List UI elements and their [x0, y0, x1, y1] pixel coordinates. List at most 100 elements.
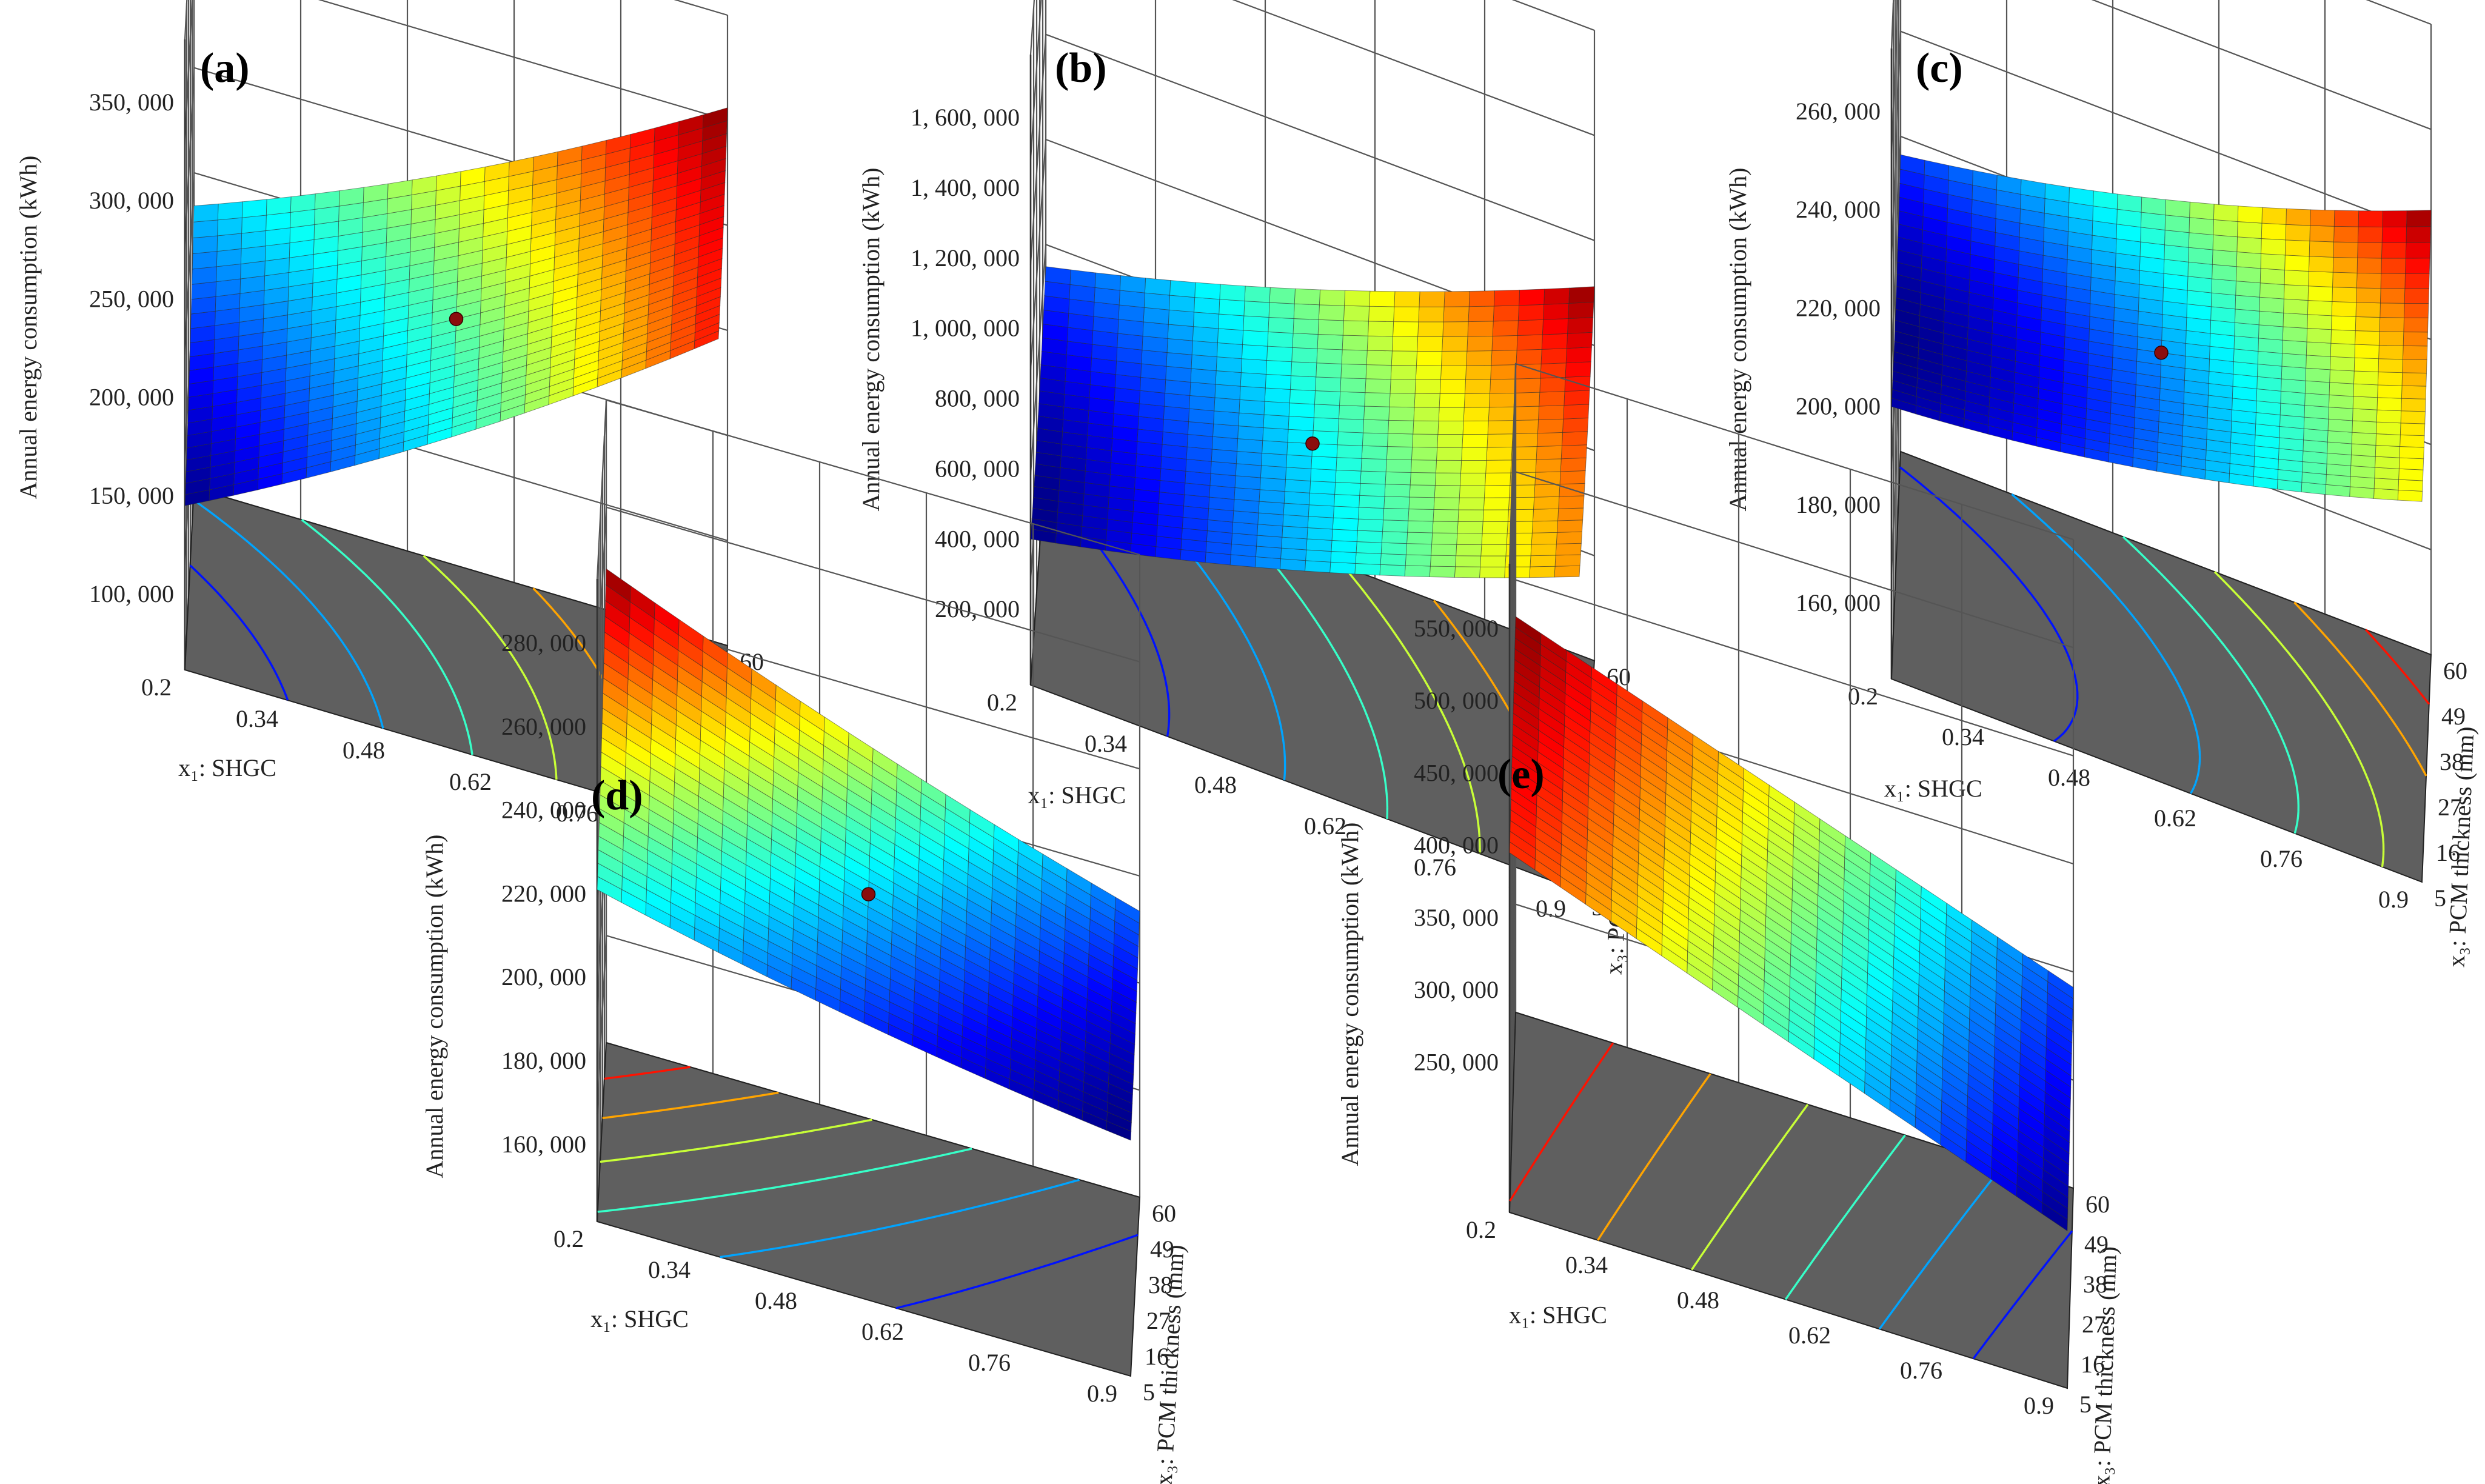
z-tick-label: 240, 000: [501, 797, 586, 824]
z-tick-label: 300, 000: [89, 187, 174, 214]
surface-cell: [1319, 289, 1346, 306]
surface-cell: [2355, 330, 2380, 346]
surface-cell: [1515, 363, 1542, 379]
surface-cell: [1261, 453, 1288, 468]
surface-cell: [1442, 321, 1469, 337]
z-axis-ticks: 160, 000 180, 000 200, 000 220, 000 240, 000…: [1796, 98, 1881, 617]
surface-cell: [1283, 491, 1310, 506]
surface-cell: [2406, 226, 2431, 243]
surface-cell: [1439, 393, 1465, 408]
surface-cell: [241, 230, 267, 249]
surface-cell: [1292, 333, 1319, 349]
center-point-marker: [1305, 436, 1320, 451]
z-tick-label: 1, 600, 000: [911, 104, 1020, 131]
surface-cell: [1214, 384, 1241, 400]
surface-cell: [1288, 416, 1314, 431]
surface-cell: [2211, 278, 2236, 296]
surface-cell: [1390, 379, 1416, 394]
surface-cell: [1339, 391, 1366, 407]
x1-tick-label: 0.76: [1414, 854, 1456, 881]
surface-cell: [1216, 356, 1242, 373]
surface-cell: [1493, 305, 1519, 322]
surface-cell: [2283, 312, 2308, 329]
contour-line: [2364, 629, 2430, 705]
surface-cell: [2281, 366, 2307, 381]
surface-cell: [1118, 304, 1145, 323]
z-axis-title: Annual energy consumption (kWh): [15, 156, 42, 500]
surface-cell: [1144, 278, 1171, 296]
z-tick-label: 350, 000: [1414, 904, 1499, 931]
surface-cell: [1563, 404, 1590, 419]
x2-tick-label: 60: [1152, 1200, 1176, 1227]
surface-cell: [1263, 401, 1290, 417]
surface-cell: [2165, 199, 2190, 218]
z-tick-label: 200, 000: [89, 384, 174, 411]
surface-cell: [2328, 394, 2354, 409]
x2-tick-label: 27: [2082, 1311, 2106, 1338]
surface-cell: [1263, 414, 1289, 430]
surface-cell: [2304, 405, 2329, 419]
surface-cell: [1554, 565, 1580, 578]
contour-line: [1509, 1042, 1614, 1202]
surface-cell: [1094, 272, 1121, 291]
grid-line: [1029, 138, 1595, 370]
surface-cell: [2329, 382, 2354, 397]
surface-cell: [1293, 303, 1320, 320]
surface-cell: [2303, 416, 2329, 431]
x2-axis-ticks: 5 16 27 38 49 60: [2079, 1191, 2110, 1418]
surface-cell: [1142, 321, 1169, 339]
surface-cell: [1393, 306, 1420, 323]
contour-line: [2122, 536, 2299, 834]
z-axis-ticks: 250, 000 300, 000 350, 000 400, 000 450, 000…: [1414, 615, 1499, 1075]
surface-cell: [1532, 508, 1559, 522]
surface-cell: [1534, 471, 1561, 486]
surface-cell: [1354, 563, 1381, 576]
surface-cell: [1567, 316, 1594, 334]
surface-cell: [1237, 438, 1263, 453]
z-tick-label: 1, 200, 000: [911, 244, 1020, 272]
surface-cell: [2378, 358, 2403, 373]
surface-cell: [2187, 276, 2213, 293]
surface-cell: [2282, 339, 2307, 356]
surface-cell: [1167, 324, 1194, 341]
surface-cell: [1311, 456, 1337, 470]
surface-cell: [2354, 344, 2380, 359]
surface-cell: [1557, 507, 1584, 521]
contour-line: [1878, 1165, 2004, 1330]
surface-cell: [1408, 509, 1434, 522]
surface-cell: [1379, 564, 1406, 577]
surface-cell: [1257, 524, 1283, 538]
surface-cell: [2375, 456, 2400, 469]
surface-cell: [1405, 543, 1433, 556]
surface-cell: [1188, 408, 1215, 424]
surface-cell: [1213, 410, 1240, 426]
surface-cell: [1244, 286, 1271, 303]
surface-cell: [1492, 320, 1519, 336]
surface-cell: [1512, 419, 1539, 435]
surface-cell: [2376, 397, 2402, 412]
surface-cell: [1529, 566, 1556, 578]
surface-cell: [1267, 331, 1294, 348]
surface-cell: [1168, 295, 1196, 313]
surface-cell: [2350, 443, 2376, 457]
x1-tick-label: 0.62: [861, 1318, 904, 1345]
surface-cell: [2398, 468, 2424, 481]
x2-tick-label: 49: [1150, 1235, 1174, 1263]
surface-cell: [1411, 446, 1438, 461]
surface-cell: [1456, 533, 1483, 546]
z-axis-title: Annual energy consumption (kWh): [421, 835, 448, 1178]
surface-cell: [1491, 350, 1517, 366]
x2-tick-label: 16: [1145, 1343, 1169, 1370]
surface-cell: [2381, 242, 2407, 259]
surface-cell: [2234, 309, 2260, 326]
surface-cell: [2212, 264, 2237, 281]
surface-cell: [2404, 302, 2429, 318]
surface-cell: [1391, 350, 1417, 366]
surface-cell: [1219, 284, 1246, 301]
x2-axis-ticks: 5 16 27 38 49 60: [1143, 1200, 1176, 1406]
grid-line: [1890, 0, 2432, 49]
contour-line: [895, 1234, 1139, 1309]
surface-cell: [1369, 290, 1396, 307]
contour-line: [602, 1091, 779, 1120]
surface-cell: [1238, 412, 1265, 428]
